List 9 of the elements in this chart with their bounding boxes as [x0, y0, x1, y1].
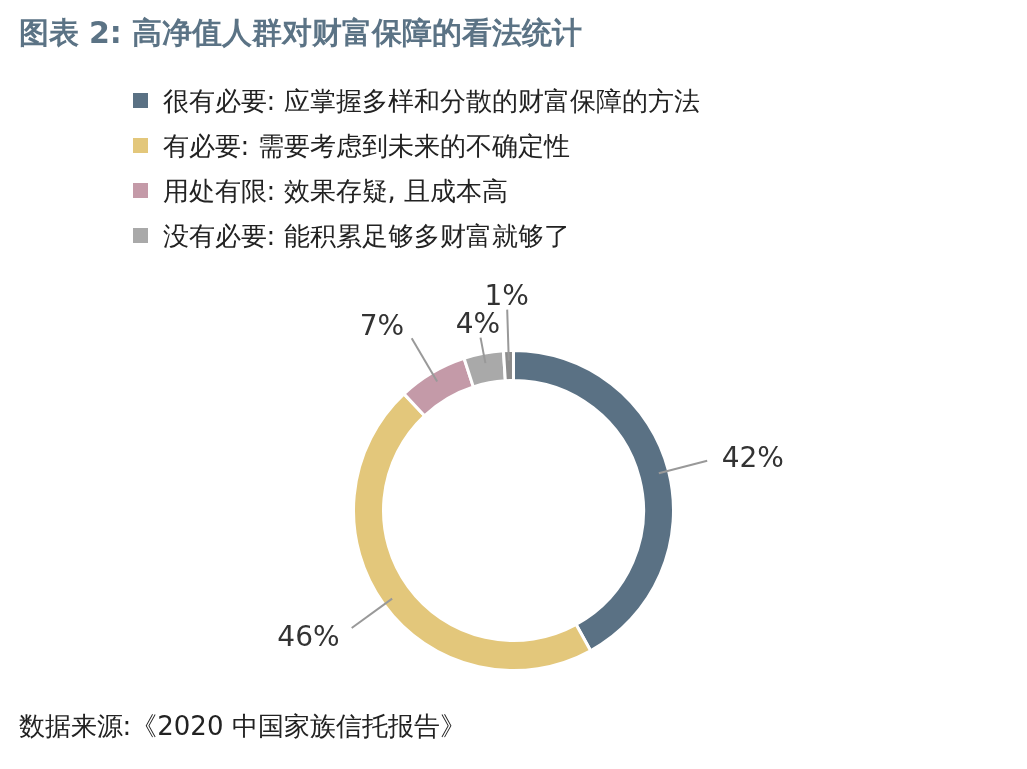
source-note: 数据来源:《2020 中国家族信托报告》	[18, 710, 466, 741]
legend-label: 没有必要: 能积累足够多财富就够了	[162, 220, 570, 251]
legend-label: 有必要: 需要考虑到未来的不确定性	[162, 130, 570, 161]
data-label: 46%	[277, 620, 340, 654]
legend-label: 用处有限: 效果存疑, 且成本高	[162, 175, 509, 206]
data-label: 7%	[359, 308, 405, 342]
data-label: 42%	[721, 440, 784, 474]
legend-label: 很有必要: 应掌握多样和分散的财富保障的方法	[162, 85, 700, 116]
chart-title: 图表 2: 高净值人群对财富保障的看法统计	[18, 15, 583, 50]
